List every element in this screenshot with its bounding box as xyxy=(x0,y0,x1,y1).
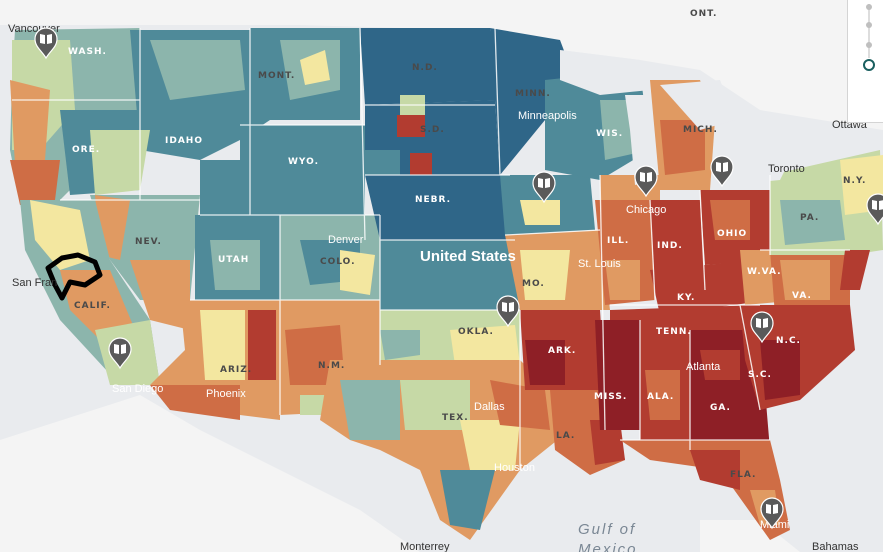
state-label-nc: N.C. xyxy=(776,336,801,346)
state-label-ohio: OHIO xyxy=(717,229,747,239)
book-marker-icon[interactable] xyxy=(532,171,556,204)
state-label-ore: ORE. xyxy=(72,145,100,155)
city-label-phoenix: Phoenix xyxy=(206,388,246,400)
legend-option[interactable] xyxy=(866,22,872,28)
state-label-wa: WASH. xyxy=(68,47,107,57)
city-label-dallas: Dallas xyxy=(474,401,505,413)
state-label-tenn: TENN. xyxy=(656,327,692,337)
state-label-tex: TEX. xyxy=(442,413,469,423)
city-label-minneapolis: Minneapolis xyxy=(518,110,577,122)
state-label-ala: ALA. xyxy=(647,392,674,402)
state-borders xyxy=(12,27,850,470)
city-label-atlanta: Atlanta xyxy=(686,361,721,373)
state-label-mich: MICH. xyxy=(683,125,718,135)
state-label-va: VA. xyxy=(792,291,812,301)
highlighted-region-outline xyxy=(45,252,103,301)
state-label-nebr: NEBR. xyxy=(415,195,451,205)
book-marker-icon[interactable] xyxy=(750,311,774,344)
state-label-ny: N.Y. xyxy=(843,176,866,186)
legend-option[interactable] xyxy=(866,4,872,10)
state-label-minn: MINN. xyxy=(515,89,551,99)
state-label-idaho: IDAHO xyxy=(165,136,203,146)
state-label-ind: IND. xyxy=(657,241,683,251)
book-marker-icon[interactable] xyxy=(34,27,58,60)
state-label-mo: MO. xyxy=(522,279,545,289)
city-label-monterrey: Monterrey xyxy=(400,541,450,552)
state-label-ariz: ARIZ. xyxy=(220,365,252,375)
book-markers xyxy=(34,27,883,530)
state-label-sd: S.D. xyxy=(420,125,445,135)
us-choropleth xyxy=(10,28,883,540)
state-label-fla: FLA. xyxy=(730,470,756,480)
book-marker-icon[interactable] xyxy=(710,155,734,188)
legend-option-selected[interactable] xyxy=(863,59,875,71)
state-label-sc: S.C. xyxy=(748,370,772,380)
legend-panel xyxy=(847,0,883,123)
city-label-toronto: Toronto xyxy=(768,163,805,175)
state-label-pa: PA. xyxy=(800,213,819,223)
city-label-bahamas: Bahamas xyxy=(812,541,859,552)
city-label-houston: Houston xyxy=(494,462,535,474)
state-label-utah: UTAH xyxy=(218,255,249,265)
state-label-la: LA. xyxy=(556,431,575,441)
state-label-wyo: WYO. xyxy=(288,157,319,167)
book-marker-icon[interactable] xyxy=(496,295,520,328)
region-label-ont: ONT. xyxy=(690,9,717,19)
gulf-label: Gulf of xyxy=(578,521,636,538)
state-labels: WASH. ORE. IDAHO MONT. WYO. N.D. S.D. NE… xyxy=(68,9,866,480)
state-label-nev: NEV. xyxy=(135,237,162,247)
state-label-ark: ARK. xyxy=(548,346,576,356)
state-label-mont: MONT. xyxy=(258,71,295,81)
city-label-chicago: Chicago xyxy=(626,204,666,216)
state-label-ill: ILL. xyxy=(607,236,629,246)
book-marker-icon[interactable] xyxy=(108,337,132,370)
state-label-okla: OKLA. xyxy=(458,327,494,337)
state-label-ky: KY. xyxy=(677,293,695,303)
state-label-colo: COLO. xyxy=(320,257,356,267)
book-marker-icon[interactable] xyxy=(634,165,658,198)
state-label-miss: MISS. xyxy=(594,392,627,402)
state-label-ga: GA. xyxy=(710,403,731,413)
state-label-wis: WIS. xyxy=(596,129,623,139)
city-label-denver: Denver xyxy=(328,234,364,246)
book-marker-icon[interactable] xyxy=(760,497,784,530)
country-label: United States xyxy=(420,248,516,265)
gulf-label-line2: Mexico xyxy=(578,541,638,552)
state-label-calif: CALIF. xyxy=(74,301,111,311)
state-label-wva: W.VA. xyxy=(747,267,782,277)
city-label-stlouis: St. Louis xyxy=(578,258,621,270)
state-label-nd: N.D. xyxy=(412,63,438,73)
city-label-sandiego: San Diego xyxy=(112,383,163,395)
state-label-nm: N.M. xyxy=(318,361,345,371)
book-marker-icon[interactable] xyxy=(866,193,883,226)
great-lakes xyxy=(560,50,830,185)
city-labels: Vancouver San Fran San Diego Phoenix Den… xyxy=(8,23,868,552)
city-label-sanfran: San Fran xyxy=(12,277,57,289)
legend-option[interactable] xyxy=(866,42,872,48)
legend-track xyxy=(868,4,870,58)
